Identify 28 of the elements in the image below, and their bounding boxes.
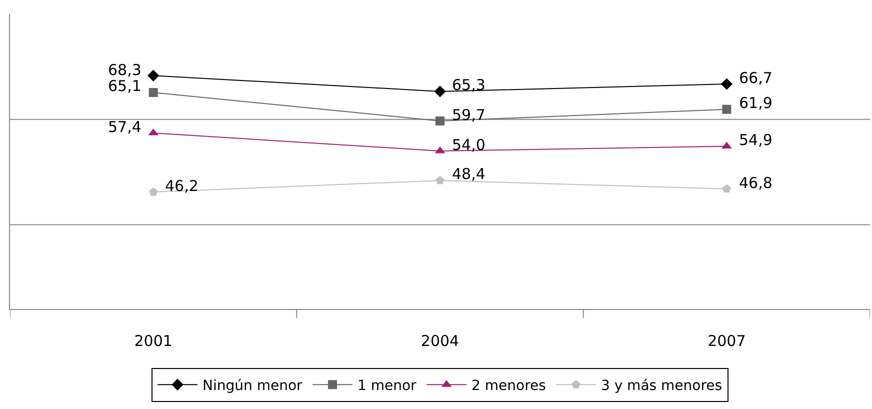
data-label: 68,3 — [108, 61, 142, 79]
data-label: 54,9 — [739, 131, 772, 149]
data-label: 57,4 — [108, 118, 142, 136]
data-label: 65,3 — [452, 76, 486, 94]
point — [722, 104, 732, 114]
point — [434, 86, 446, 98]
data-label: 46,2 — [165, 177, 198, 195]
data-label: 65,1 — [108, 77, 142, 95]
point — [148, 88, 158, 97]
data-label: 61,9 — [739, 94, 772, 112]
point — [436, 176, 444, 184]
data-label: 54,0 — [452, 136, 486, 154]
data-label: 46,8 — [739, 174, 772, 192]
point — [720, 78, 733, 90]
legend-label: Ningún menor — [202, 378, 303, 394]
point — [436, 116, 444, 126]
legend-label: 1 menor — [358, 378, 417, 394]
point — [722, 184, 731, 193]
data-label: 48,4 — [452, 165, 486, 183]
point — [147, 70, 160, 82]
x-tick-label: 2004 — [420, 332, 460, 350]
data-label: 59,7 — [452, 106, 486, 124]
legend-label: 3 y más menores — [600, 378, 722, 394]
point — [149, 188, 158, 196]
x-tick-label: 2001 — [134, 332, 172, 350]
x-tick-label: 2007 — [708, 332, 746, 350]
data-label: 66,7 — [739, 69, 772, 87]
legend-label: 2 menores — [472, 378, 546, 394]
